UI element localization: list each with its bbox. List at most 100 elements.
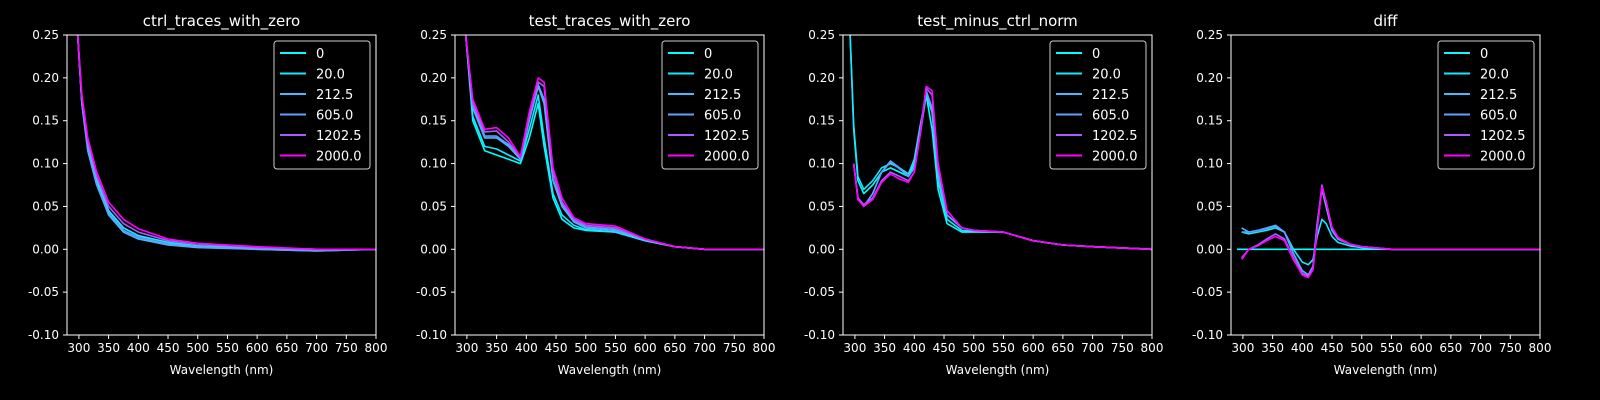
y-tick-label: -0.05 [28,285,59,299]
y-tick-label: 0.00 [32,242,59,256]
legend-label: 20.0 [1480,68,1509,83]
x-tick-label: 350 [1261,341,1284,355]
legend-label: 20.0 [316,68,345,83]
series-line-212.5 [1241,188,1540,276]
x-tick-label: 650 [663,341,686,355]
x-tick-label: 350 [485,341,508,355]
series-lines [76,35,376,252]
x-tick-label: 550 [216,341,239,355]
x-tick-label: 800 [1141,341,1164,355]
x-tick-label: 300 [1231,341,1254,355]
legend-label: 605.0 [1092,109,1129,124]
legend-label: 0 [1092,47,1100,62]
chart-title: diff [1373,12,1398,30]
legend: 0 20.0 212.5 605.0 1202.5 2000.0 [1437,40,1535,170]
x-tick-label: 400 [515,341,538,355]
legend-label: 212.5 [704,88,741,103]
axes-frame [842,34,1153,336]
legend-label: 0 [704,47,712,62]
y-tick-label: 0.10 [808,157,835,171]
x-tick-label: 400 [1291,341,1314,355]
x-tick-label: 300 [843,341,866,355]
y-tick-label: -0.10 [416,328,447,342]
series-line-605.0 [76,35,376,252]
x-tick-label: 500 [574,341,597,355]
legend-label: 20.0 [1092,68,1121,83]
chart-panel-4: 300 350 400 450 500 550 600 650 700 750 800 -0.10 -0… [1192,12,1552,377]
x-tick-label: 800 [1529,341,1552,355]
x-tick-label: 300 [67,341,90,355]
series-line-1202.5 [1241,184,1540,278]
series-line-2000.0 [1241,185,1540,279]
chart-panel-3: 300 350 400 450 500 550 600 650 700 750 800 -0.10 -0… [804,12,1164,377]
chart-title: ctrl_traces_with_zero [143,12,300,31]
x-axis-label: Wavelength (nm) [170,363,274,377]
x-tick-label: 600 [1410,341,1433,355]
x-tick-label: 750 [335,341,358,355]
x-axis-label: Wavelength (nm) [558,363,662,377]
legend-label: 2000.0 [704,150,750,165]
legend: 0 20.0 212.5 605.0 1202.5 2000.0 [1049,40,1147,170]
series-lines [1236,184,1540,279]
x-tick-label: 600 [1022,341,1045,355]
x-tick-label: 600 [634,341,657,355]
x-tick-label: 600 [246,341,269,355]
legend-label: 212.5 [1480,88,1517,103]
x-tick-label: 800 [753,341,776,355]
series-line-2000.0 [464,35,764,251]
x-tick-label: 350 [97,341,120,355]
y-tick-label: -0.05 [804,285,835,299]
x-tick-label: 450 [157,341,180,355]
chart-panel-2: 300 350 400 450 500 550 600 650 700 750 800 -0.10 -0… [416,12,776,377]
x-tick-label: 450 [1321,341,1344,355]
series-line-605.0 [1241,186,1540,276]
y-tick-label: 0.05 [32,199,59,213]
legend: 0 20.0 212.5 605.0 1202.5 2000.0 [273,40,371,170]
legend-label: 605.0 [316,109,353,124]
y-tick-label: 0.00 [420,242,447,256]
x-axis-label: Wavelength (nm) [946,363,1050,377]
y-tick-label: 0.15 [1196,114,1223,128]
y-tick-label: -0.05 [1192,285,1223,299]
legend-label: 212.5 [316,88,353,103]
series-line-2000.0 [76,35,376,251]
series-lines [849,35,1152,251]
series-lines [464,35,764,251]
axes-frame [1230,34,1541,336]
axes-frame [454,34,765,336]
x-tick-label: 750 [1111,341,1134,355]
legend: 0 20.0 212.5 605.0 1202.5 2000.0 [661,40,759,170]
y-tick-label: 0.05 [420,199,447,213]
y-tick-label: 0.05 [1196,199,1223,213]
x-tick-label: 350 [873,341,896,355]
x-tick-label: 750 [723,341,746,355]
y-tick-label: 0.25 [808,28,835,42]
axes-frame [66,34,377,336]
y-tick-label: 0.10 [1196,157,1223,171]
y-tick-label: 0.10 [32,157,59,171]
y-tick-label: 0.20 [420,71,447,85]
legend-label: 1202.5 [1092,129,1138,144]
y-tick-label: 0.05 [808,199,835,213]
x-tick-label: 500 [962,341,985,355]
y-tick-label: 0.15 [32,114,59,128]
x-tick-label: 750 [1499,341,1522,355]
y-tick-label: 0.00 [1196,242,1223,256]
x-tick-label: 800 [365,341,388,355]
y-tick-label: 0.15 [808,114,835,128]
legend-label: 2000.0 [1480,150,1526,165]
x-tick-label: 500 [1350,341,1373,355]
legend-label: 20.0 [704,68,733,83]
legend-label: 605.0 [704,109,741,124]
x-tick-label: 550 [992,341,1015,355]
y-tick-label: -0.10 [804,328,835,342]
x-axis-label: Wavelength (nm) [1334,363,1438,377]
legend-label: 212.5 [1092,88,1129,103]
x-tick-label: 300 [455,341,478,355]
y-tick-label: -0.10 [1192,328,1223,342]
x-tick-label: 550 [604,341,627,355]
y-tick-label: 0.10 [420,157,447,171]
chart-panel-1: 300 350 400 450 500 550 600 650 700 750 800 -0.10 -0… [28,12,388,377]
x-tick-label: 450 [933,341,956,355]
